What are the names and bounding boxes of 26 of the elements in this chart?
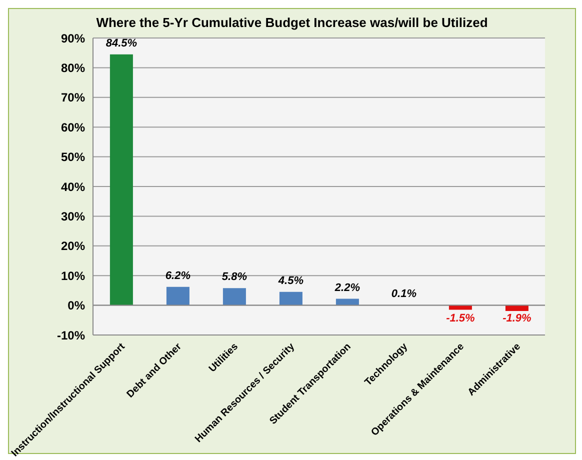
- data-label: 4.5%: [277, 274, 304, 287]
- y-tick-label: 10%: [60, 268, 86, 283]
- bar: [336, 298, 359, 306]
- y-tick-label: 70%: [60, 90, 86, 105]
- data-label: 6.2%: [165, 270, 191, 282]
- data-label: 0.1%: [391, 288, 417, 300]
- bar: [110, 54, 133, 306]
- y-tick-label: 0%: [68, 298, 86, 313]
- y-tick-label: 20%: [60, 239, 86, 254]
- y-tick-label: 80%: [60, 60, 86, 75]
- bar: [279, 292, 302, 306]
- bar: [448, 305, 472, 310]
- chart-title: Where the 5-Yr Cumulative Budget Increase was/will be Utilized: [95, 14, 489, 30]
- y-tick-label: 90%: [60, 31, 86, 46]
- y-tick-label: 30%: [60, 209, 86, 224]
- data-label: 2.2%: [334, 282, 360, 294]
- y-tick-label: -10%: [56, 328, 86, 342]
- bar: [222, 288, 246, 306]
- y-tick-label: 40%: [60, 180, 86, 194]
- data-label: 5.8%: [222, 271, 248, 284]
- data-label: -1.5%: [446, 312, 476, 324]
- y-tick-label: 60%: [60, 120, 86, 134]
- y-tick-label: 50%: [60, 150, 86, 164]
- bar: [166, 286, 190, 306]
- data-label: -1.9%: [502, 312, 532, 324]
- data-label: 84.5%: [106, 37, 138, 50]
